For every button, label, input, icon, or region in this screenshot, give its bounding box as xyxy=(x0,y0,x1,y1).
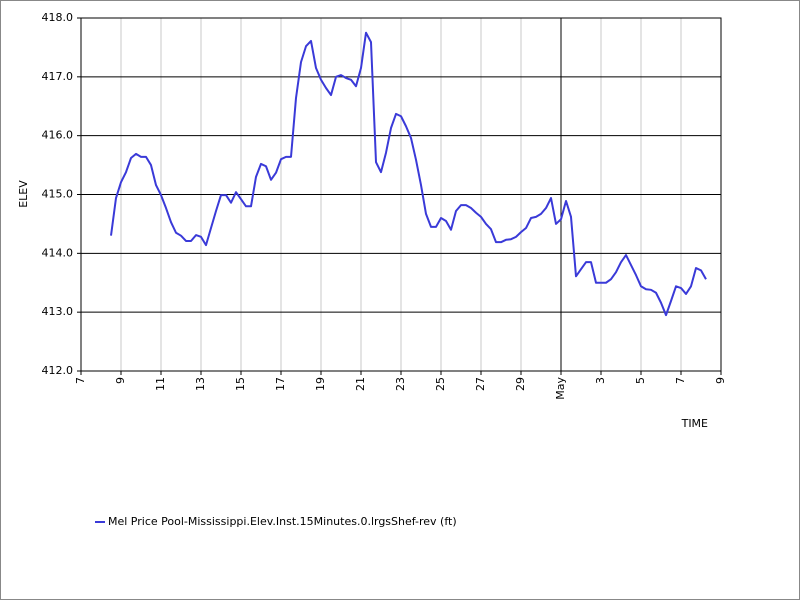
y-tick-label: 418.0 xyxy=(42,11,74,24)
x-tick-label: 9 xyxy=(714,377,727,384)
y-tick-label: 414.0 xyxy=(42,246,74,259)
x-tick-label: 23 xyxy=(394,377,407,391)
x-tick-label: 5 xyxy=(634,377,647,384)
x-tick-label: 29 xyxy=(514,377,527,391)
x-axis-label: TIME xyxy=(681,417,708,430)
x-tick-label: 7 xyxy=(674,377,687,384)
legend-label: Mel Price Pool-Mississippi.Elev.Inst.15M… xyxy=(108,515,457,528)
y-tick-label: 416.0 xyxy=(42,129,74,142)
y-tick-label: 415.0 xyxy=(42,188,74,201)
x-tick-label: 11 xyxy=(154,377,167,391)
y-tick-label: 417.0 xyxy=(42,70,74,83)
plot-border xyxy=(80,17,722,372)
data-line xyxy=(110,31,707,317)
y-tick-label: 412.0 xyxy=(42,364,74,377)
x-tick-label: May xyxy=(554,377,567,400)
x-tick-label: 7 xyxy=(74,377,87,384)
x-tick-label: 19 xyxy=(314,377,327,391)
x-tick-label: 27 xyxy=(474,377,487,391)
x-tick-label: 21 xyxy=(354,377,367,391)
x-tick-label: 9 xyxy=(114,377,127,384)
x-tick-label: 15 xyxy=(234,377,247,391)
y-tick-label: 413.0 xyxy=(42,305,74,318)
x-tick-label: 25 xyxy=(434,377,447,391)
y-axis-label: ELEV xyxy=(17,180,30,208)
x-tick-label: 3 xyxy=(594,377,607,384)
x-tick-label: 13 xyxy=(194,377,207,391)
x-tick-label: 17 xyxy=(274,377,287,391)
